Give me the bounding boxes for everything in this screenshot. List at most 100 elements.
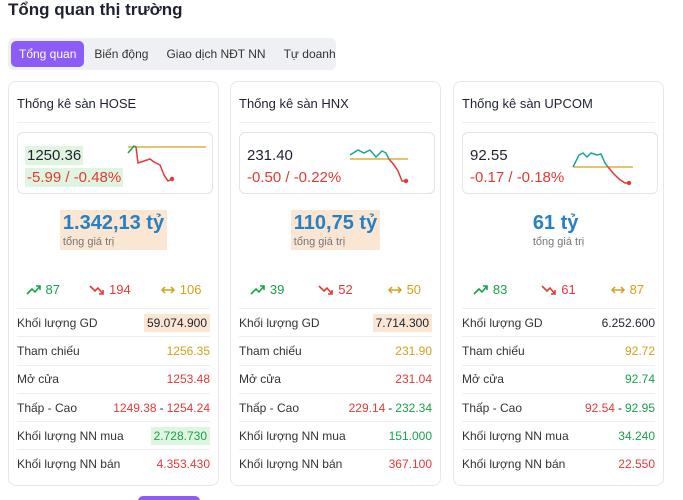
index-change: -0.17 / -0.18%: [470, 169, 565, 186]
advances: 83: [473, 282, 507, 297]
declines: 52: [318, 282, 353, 297]
card-title: Thống kê sàn HOSE: [17, 96, 137, 111]
card-title: Thống kê sàn UPCOM: [462, 96, 593, 111]
card-title: Thống kê sàn HNX: [239, 96, 349, 111]
index-value: 231.40: [247, 147, 293, 164]
arrows-horizontal-icon: [610, 285, 625, 294]
card-hose: Thống kê sàn HOSE 1250.36 -5.99 / -0.48%…: [8, 81, 219, 486]
row-reference: Tham chiếu 1256.35: [17, 336, 210, 364]
bottom-tab-peek[interactable]: [138, 496, 200, 500]
market-breadth: 87 194 106: [9, 282, 218, 297]
row-low-high: Thấp - Cao 92.54 - 92.95: [462, 392, 655, 421]
market-breadth: 39 52 50: [231, 282, 440, 297]
foreign-buy-value: 2.728.730: [150, 426, 210, 445]
row-foreign-sell: Khối lượng NN bán 367.100: [239, 449, 432, 477]
tab-bar: Tổng quan Biến động Giao dịch NĐT NN Tự …: [8, 38, 336, 70]
unchanged: 87: [610, 282, 644, 297]
card-hnx: Thống kê sàn HNX 231.40 -0.50 / -0.22% 1…: [230, 81, 441, 486]
unchanged: 106: [160, 282, 201, 297]
row-open: Mở cửa 1253.48: [17, 364, 210, 393]
total-value: 110,75 tỷ: [293, 212, 378, 234]
total-label: tổng giá trị: [62, 236, 115, 248]
open-value: 231.04: [395, 372, 432, 387]
row-open: Mở cửa 231.04: [239, 364, 432, 393]
row-foreign-sell: Khối lượng NN bán 22.550: [462, 449, 655, 477]
sparkline-chart: [572, 152, 633, 186]
arrows-horizontal-icon: [387, 285, 402, 294]
trend-down-icon: [541, 284, 557, 295]
unchanged: 50: [387, 282, 421, 297]
row-open: Mở cửa 92.74: [462, 364, 655, 393]
sparkline-chart: [127, 145, 206, 182]
volume-value: 59.074.900: [143, 313, 210, 332]
low-high-value: 92.54 - 92.95: [584, 400, 655, 415]
stats-table: Khối lượng GD 6.252.600 Tham chiếu 92.72…: [462, 308, 655, 478]
foreign-sell-value: 22.550: [618, 457, 655, 472]
market-breadth: 83 61 87: [454, 282, 663, 297]
divider: [239, 122, 432, 123]
index-line-down: [388, 158, 406, 182]
advances: 39: [250, 282, 284, 297]
trend-up-icon: [473, 284, 488, 295]
row-volume: Khối lượng GD 7.714.300: [239, 308, 432, 336]
total-value-block: 61 tỷ tổng giá trị: [454, 210, 663, 250]
arrows-horizontal-icon: [160, 285, 175, 294]
stats-table: Khối lượng GD 7.714.300 Tham chiếu 231.9…: [239, 308, 432, 478]
tab-proprietary[interactable]: Tự doanh: [283, 47, 336, 61]
low-high-value: 229.14 - 232.34: [348, 400, 432, 415]
stats-table: Khối lượng GD 59.074.900 Tham chiếu 1256…: [17, 308, 210, 478]
row-foreign-buy: Khối lượng NN mua 151.000: [239, 421, 432, 449]
total-value-block: 1.342,13 tỷ tổng giá trị: [9, 210, 218, 250]
reference-value: 231.90: [395, 343, 432, 358]
total-value-block: 110,75 tỷ tổng giá trị: [231, 210, 440, 250]
index-box[interactable]: 1250.36 -5.99 / -0.48%: [17, 132, 213, 194]
card-upcom: Thống kê sàn UPCOM 92.55 -0.17 / -0.18% …: [453, 81, 664, 486]
foreign-buy-value: 151.000: [388, 428, 432, 443]
reference-value: 1256.35: [166, 343, 210, 358]
volume-value: 6.252.600: [601, 315, 655, 330]
low-high-value: 1249.38 - 1254.24: [113, 400, 210, 415]
foreign-buy-value: 34.240: [618, 428, 655, 443]
index-line-down: [607, 166, 629, 184]
divider: [462, 122, 655, 123]
tab-overview[interactable]: Tổng quan: [11, 41, 85, 67]
row-volume: Khối lượng GD 59.074.900: [17, 308, 210, 336]
row-reference: Tham chiếu 92.72: [462, 336, 655, 364]
index-box[interactable]: 231.40 -0.50 / -0.22%: [239, 132, 435, 194]
last-point: [626, 180, 632, 186]
total-value: 1.342,13 tỷ: [62, 212, 165, 234]
index-box[interactable]: 92.55 -0.17 / -0.18%: [462, 132, 658, 194]
tab-fluctuation[interactable]: Biến động: [94, 47, 149, 61]
sparkline-chart: [349, 149, 409, 184]
reference-value: 92.72: [624, 343, 655, 358]
foreign-sell-value: 4.353.430: [156, 457, 210, 472]
declines: 61: [541, 282, 576, 297]
trend-down-icon: [318, 284, 334, 295]
trend-down-icon: [89, 284, 104, 295]
row-foreign-sell: Khối lượng NN bán 4.353.430: [17, 449, 210, 477]
advances: 87: [25, 282, 60, 297]
total-label: tổng giá trị: [532, 236, 585, 248]
open-value: 1253.48: [166, 372, 210, 387]
index-line-up: [127, 145, 137, 154]
index-line-up: [349, 149, 390, 160]
row-volume: Khối lượng GD 6.252.600: [462, 308, 655, 336]
open-value: 92.74: [624, 372, 655, 387]
last-point: [169, 176, 175, 182]
index-change: -0.50 / -0.22%: [247, 169, 342, 186]
trend-up-icon: [250, 284, 265, 295]
total-label: tổng giá trị: [293, 236, 346, 248]
tab-foreign-trading[interactable]: Giao dịch NĐT NN: [166, 47, 266, 61]
trend-up-icon: [25, 284, 41, 295]
volume-value: 7.714.300: [372, 313, 432, 332]
divider: [17, 122, 210, 123]
row-low-high: Thấp - Cao 229.14 - 232.34: [239, 392, 432, 421]
last-point: [403, 178, 409, 184]
index-line-up: [572, 152, 609, 168]
total-value: 61 tỷ: [532, 212, 579, 234]
index-value: 1250.36: [25, 146, 84, 165]
row-foreign-buy: Khối lượng NN mua 34.240: [462, 421, 655, 449]
index-line-down: [135, 146, 173, 182]
page-title: Tổng quan thị trường: [8, 0, 183, 19]
index-change: -5.99 / -0.48%: [25, 168, 124, 187]
